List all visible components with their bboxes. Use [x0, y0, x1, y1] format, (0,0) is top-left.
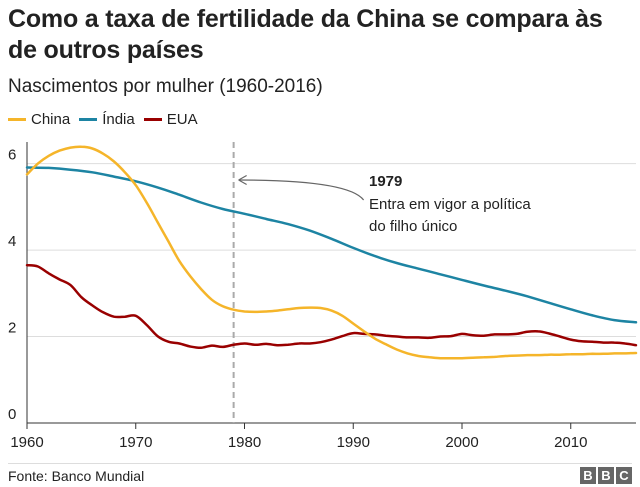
chart-title: Como a taxa de fertilidade da China se c… [8, 5, 603, 64]
source-note: Fonte: Banco Mundial [8, 468, 145, 484]
annotation-arrow [238, 179, 365, 201]
y-tick-label: 2 [8, 320, 16, 337]
legend-item: EUA [143, 110, 198, 128]
series-line-china [25, 145, 638, 360]
legend-item: China [8, 111, 70, 128]
chart-legend: China Índia EUA [8, 109, 207, 129]
legend-label: China [31, 110, 71, 128]
legend-label: Índia [102, 110, 135, 128]
annotation-year: 1979 [369, 173, 402, 190]
annotation-text-line: Entra em vigor a política [369, 196, 531, 213]
y-tick-label: 0 [8, 406, 16, 423]
x-tick-label: 1960 [10, 434, 43, 451]
y-tick-label: 4 [8, 233, 16, 250]
chart-subtitle: Nascimentos por mulher (1960-2016) [8, 76, 323, 97]
x-tick-label: 2010 [554, 434, 587, 451]
y-tick-label: 6 [8, 147, 16, 164]
x-tick-label: 1970 [119, 434, 152, 451]
bbc-logo-letter: B [580, 467, 596, 484]
annotation-text-line: do filho único [369, 218, 457, 235]
legend-label: EUA [166, 110, 198, 128]
bbc-logo: B B C [578, 467, 632, 484]
footer-divider [8, 463, 632, 464]
legend-swatch [8, 117, 26, 121]
bbc-logo-letter: B [598, 467, 614, 484]
legend-swatch [79, 117, 98, 121]
annotation-arrowhead [238, 174, 247, 186]
x-tick-label: 2000 [445, 434, 478, 451]
x-tick-label: 1980 [228, 434, 261, 451]
bbc-logo-letter: C [616, 467, 632, 484]
legend-item: Índia [79, 111, 135, 128]
series-line-eua [25, 263, 638, 350]
x-tick-label: 1990 [337, 434, 370, 451]
series-line-india [25, 166, 638, 324]
legend-swatch [143, 117, 162, 121]
